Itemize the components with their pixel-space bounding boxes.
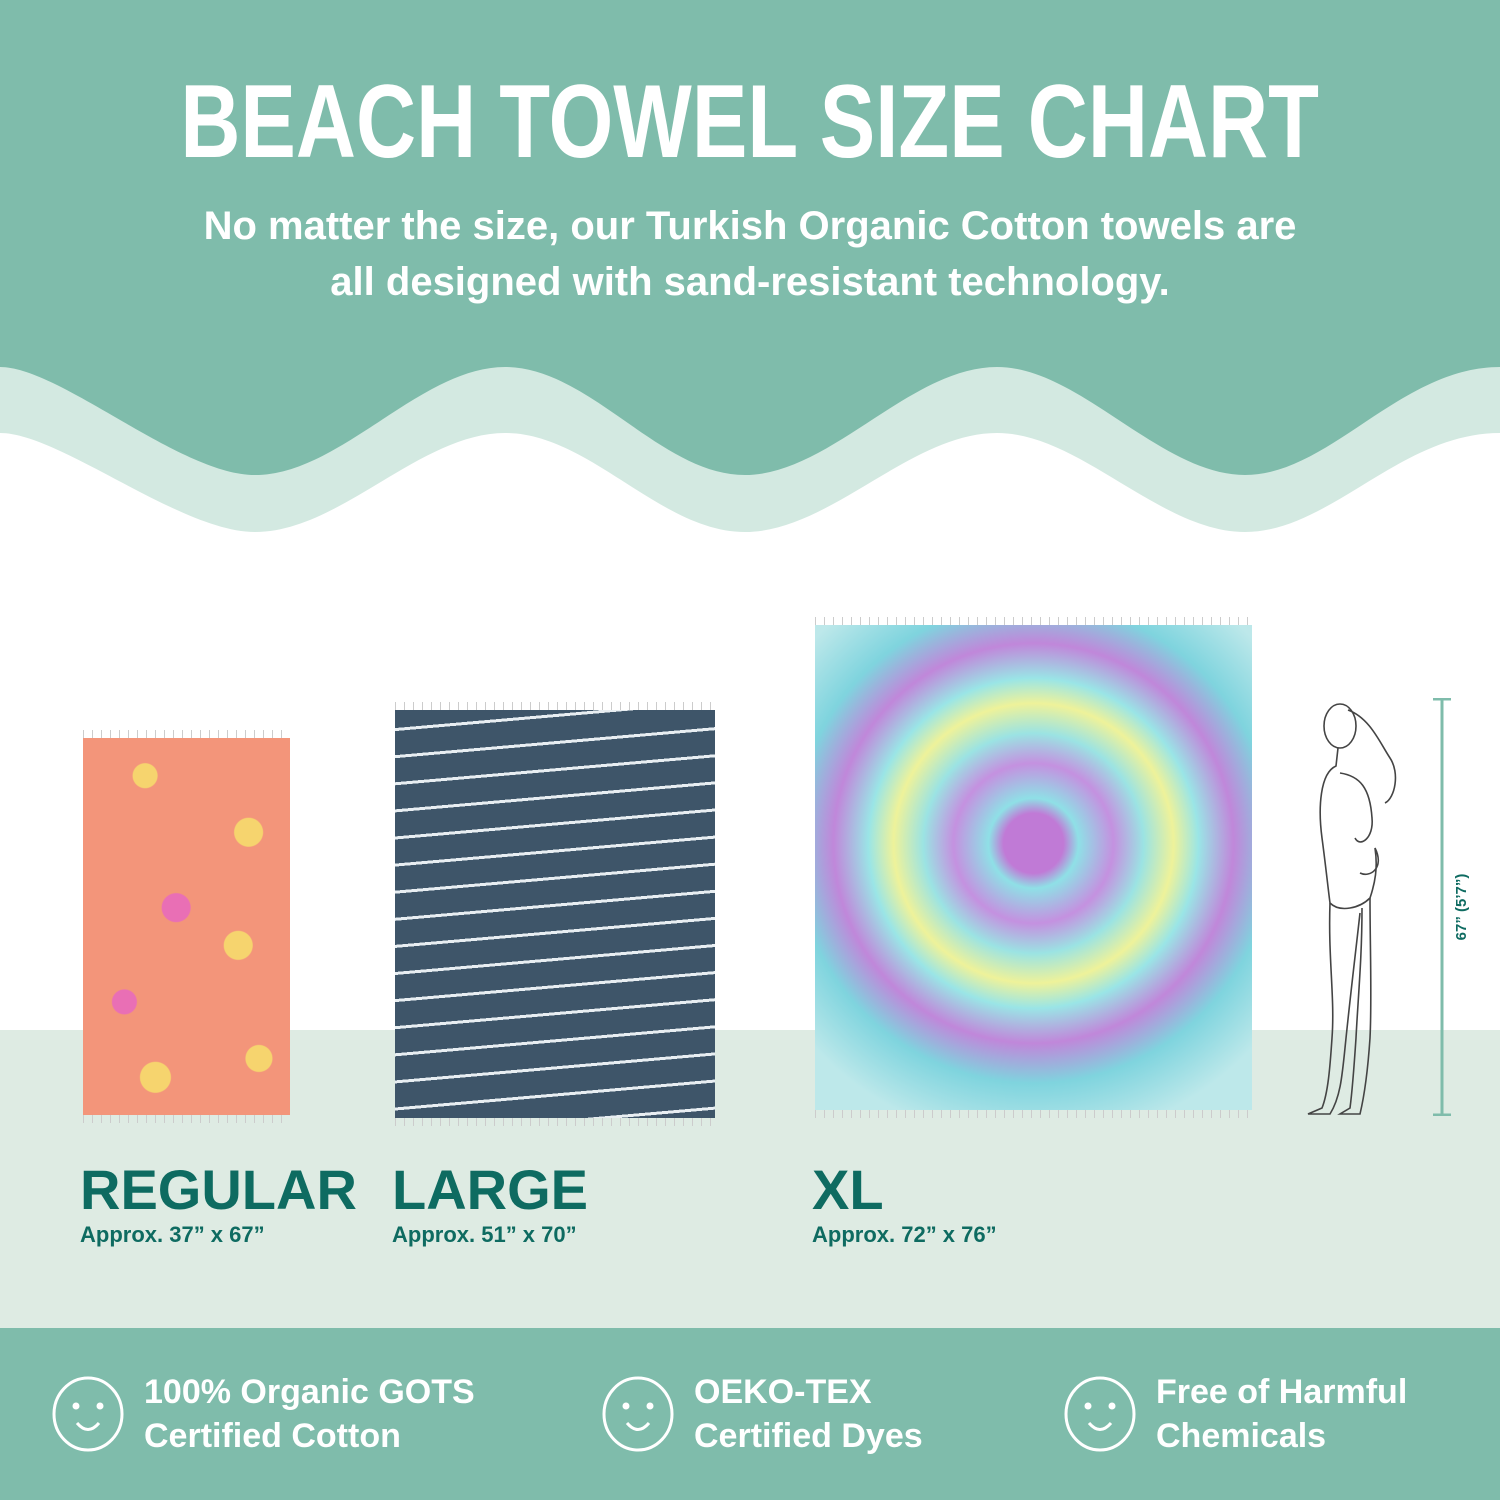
size-name-large: LARGE — [392, 1158, 588, 1221]
feature-chemical-free: Free of Harmful Chemicals — [1062, 1370, 1407, 1458]
height-label: 67” (5’7”) — [1453, 873, 1470, 941]
subtitle-line-1: No matter the size, our Turkish Organic … — [203, 204, 1297, 248]
subtitle-line-2: all designed with sand-resistant technol… — [330, 260, 1170, 304]
subtitle: No matter the size, our Turkish Organic … — [30, 198, 1470, 310]
feature-organic-cotton: 100% Organic GOTS Certified Cotton — [50, 1370, 475, 1458]
header-background — [0, 0, 1500, 370]
smiley-icon — [602, 1376, 674, 1452]
towel-large-image — [395, 702, 715, 1126]
feature-line-1: OEKO-TEX — [694, 1373, 872, 1411]
size-name-xl: XL — [812, 1158, 884, 1221]
size-dimensions-xl: Approx. 72” x 76” — [812, 1222, 997, 1247]
size-name-regular: REGULAR — [80, 1158, 357, 1221]
feature-line-2: Chemicals — [1156, 1417, 1327, 1455]
page-title: BEACH TOWEL SIZE CHART — [180, 64, 1320, 180]
wave-dark — [0, 360, 1500, 475]
feature-line-1: Free of Harmful — [1156, 1373, 1408, 1411]
height-measure-line — [1433, 698, 1451, 1116]
size-dimensions-regular: Approx. 37” x 67” — [80, 1222, 265, 1247]
feature-oeko-tex: OEKO-TEX Certified Dyes — [600, 1370, 923, 1458]
feature-line-1: 100% Organic GOTS — [144, 1373, 475, 1411]
features-footer — [0, 1328, 1500, 1500]
page-title-wrapper: BEACH TOWEL SIZE CHART — [0, 62, 1500, 182]
feature-line-2: Certified Dyes — [694, 1417, 923, 1455]
wave-decoration — [0, 360, 1500, 532]
size-dimensions-large: Approx. 51” x 70” — [392, 1222, 577, 1247]
towel-xl-image — [815, 617, 1252, 1118]
smiley-icon — [1064, 1376, 1136, 1452]
feature-line-2: Certified Cotton — [144, 1417, 401, 1455]
towel-regular-image — [83, 730, 290, 1123]
woman-silhouette-icon — [1307, 703, 1397, 1115]
smiley-icon — [52, 1376, 124, 1452]
